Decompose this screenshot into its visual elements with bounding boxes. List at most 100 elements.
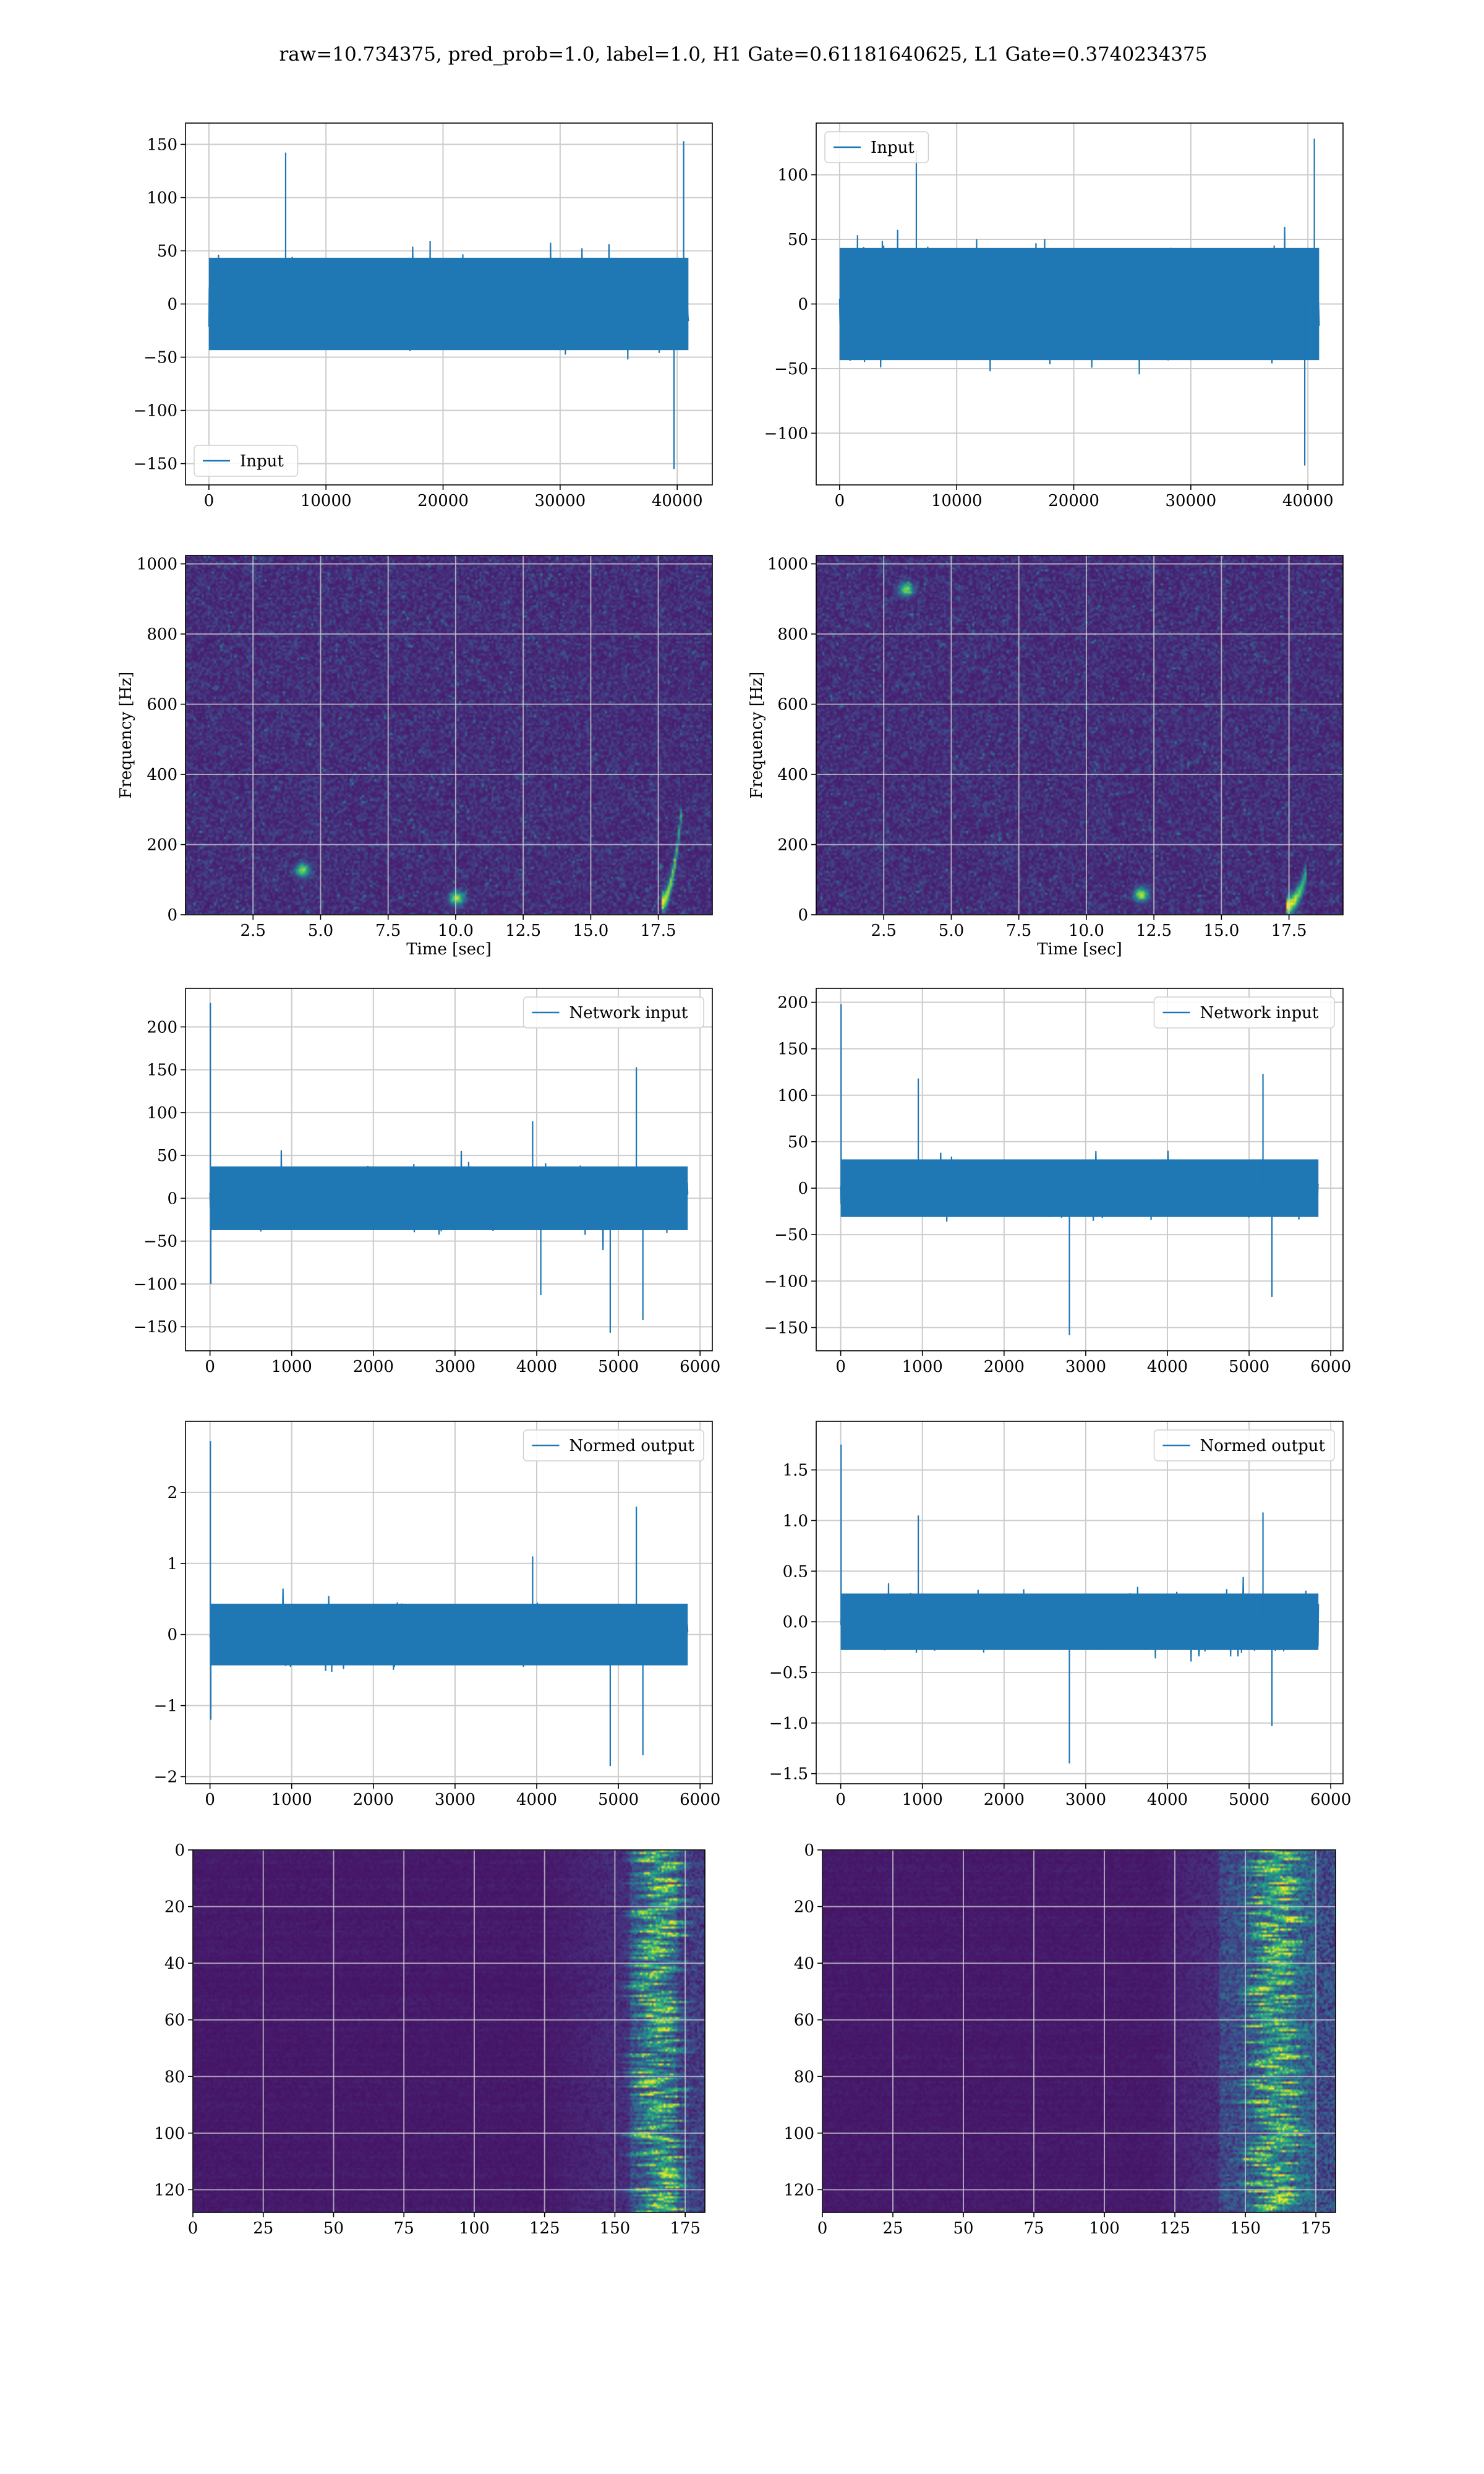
spectrogram-l1-ylabel: Frequency [Hz]: [748, 672, 766, 799]
normed-output-h1-panel: 0 1000 2000 3000 4000 5000 6000 −2 −1 0 1 2 Normed o…: [154, 1421, 720, 1809]
network-input-l1-ytick-label: −50: [774, 1226, 808, 1244]
spectrogram-l1-xtick-label: 5.0: [939, 922, 964, 940]
spectrogram-h1-grid: [186, 555, 712, 915]
spectrogram-h1-panel: 2.5 5.0 7.5 10.0 12.5 15.0 17.5 0 200 400 600 800 10…: [117, 555, 713, 959]
spectrogram-l1-image: [816, 555, 1343, 915]
network-input-l1-series-band: [840, 1159, 1319, 1217]
normed-output-h1-xtick-label: 5000: [598, 1791, 639, 1809]
network-input-l1-xtick-label: 0: [835, 1358, 846, 1376]
spectrogram-l1-xtick-label: 12.5: [1136, 922, 1172, 940]
gate-map-h1-grid: [193, 1850, 705, 2212]
spectrogram-l1-ytick-label: 0: [798, 906, 808, 925]
input-h1-xtick-label: 20000: [417, 492, 469, 510]
input-l1-panel: 0 10000 20000 30000 40000 −100 −50 0 50 100 Input: [764, 122, 1344, 510]
spectrogram-h1-ytick-label: 1000: [137, 555, 177, 574]
network-input-l1-ytick-label: 50: [788, 1133, 808, 1152]
network-input-l1-frame: [816, 988, 1344, 1351]
input-h1-xtick-label: 10000: [301, 492, 352, 510]
normed-output-l1-xtick-label: 2000: [984, 1791, 1025, 1809]
network-input-h1-xtick-label: 0: [205, 1358, 215, 1376]
network-input-h1-ytick-label: 200: [147, 1018, 177, 1037]
gate-map-l1-xtick-label: 25: [882, 2219, 903, 2238]
network-input-h1-ytick-label: 0: [167, 1189, 177, 1208]
spectrogram-l1-grid: [816, 555, 1343, 915]
input-h1-panel: 0 10000 20000 30000 40000 −150 −100 −50 0 50 100 15…: [134, 122, 713, 510]
input-l1-legend-label: Input: [871, 139, 915, 157]
spectrogram-l1-xtick-label: 7.5: [1006, 922, 1031, 940]
gate-map-l1-xtick-label: 175: [1300, 2219, 1331, 2238]
gate-map-l1-panel: 0 25 50 75 100 125 150 175 0 20 40 60 80 100 120: [783, 1841, 1336, 2238]
normed-output-h1-ytick-label: −2: [154, 1768, 177, 1787]
gate-map-l1-ytick-label: 100: [783, 2125, 814, 2143]
spectrogram-h1-image: [186, 555, 712, 915]
input-h1-xtick-label: 0: [204, 492, 215, 510]
network-input-l1-xtick-label: 2000: [984, 1358, 1025, 1376]
gate-map-h1-ytick-label: 40: [164, 1954, 185, 1973]
gate-map-h1-xtick-label: 75: [394, 2219, 414, 2238]
network-input-l1-ytick-label: −100: [764, 1272, 808, 1291]
normed-output-h1-grid: [186, 1421, 712, 1784]
spectrogram-h1-ytick-label: 800: [147, 625, 177, 644]
normed-output-l1-xtick-label: 5000: [1229, 1791, 1269, 1809]
input-l1-ytick-label: 0: [798, 296, 808, 314]
spectrogram-l1-xtick-label: 15.0: [1203, 922, 1239, 940]
network-input-h1-xtick-label: 2000: [353, 1358, 394, 1376]
gate-map-h1-xtick-label: 150: [600, 2219, 631, 2238]
network-input-h1-ytick-label: 50: [157, 1147, 177, 1165]
network-input-l1-xtick-label: 3000: [1065, 1358, 1106, 1376]
spectrogram-h1-xtick-label: 10.0: [438, 922, 474, 940]
spectrogram-l1-panel: 2.5 5.0 7.5 10.0 12.5 15.0 17.5 0 200 400 600 800 10…: [748, 555, 1344, 959]
normed-output-l1-ytick-label: 1.0: [783, 1512, 808, 1530]
network-input-h1-ytick-label: 150: [147, 1061, 177, 1080]
spectrogram-l1-ytick-label: 400: [777, 766, 808, 784]
normed-output-l1-frame: [816, 1421, 1344, 1784]
gate-map-h1-ytick-label: 20: [164, 1898, 185, 1917]
gate-map-l1-ytick-label: 0: [804, 1841, 814, 1860]
input-h1-legend-label: Input: [240, 452, 284, 471]
normed-output-h1-series-band: [210, 1603, 688, 1666]
input-h1-ytick-label: 150: [147, 135, 177, 154]
gate-map-l1-xtick-label: 0: [817, 2219, 828, 2238]
network-input-h1-panel: 0 1000 2000 3000 4000 5000 6000 −150 −100 −50 0 50 1…: [134, 988, 720, 1376]
network-input-h1-frame: [185, 988, 713, 1351]
network-input-h1-xtick-label: 1000: [271, 1358, 312, 1376]
gate-map-l1-ytick-label: 60: [794, 2011, 814, 2030]
input-l1-xtick-label: 20000: [1048, 492, 1099, 510]
normed-output-h1-xtick-label: 6000: [680, 1791, 720, 1809]
spectrogram-h1-ytick-label: 200: [147, 836, 177, 855]
gate-map-l1-xtick-label: 100: [1089, 2219, 1120, 2238]
network-input-l1-xtick-label: 1000: [902, 1358, 943, 1376]
normed-output-l1-xtick-label: 0: [835, 1791, 846, 1809]
network-input-l1-ytick-label: 100: [777, 1087, 808, 1105]
gate-map-l1-ytick-label: 120: [783, 2181, 814, 2199]
input-l1-ytick-label: −100: [764, 424, 808, 443]
normed-output-h1-ytick-label: 2: [167, 1484, 177, 1502]
spectrogram-h1-ylabel: Frequency [Hz]: [117, 672, 135, 799]
input-h1-ytick-label: 0: [167, 296, 177, 314]
normed-output-h1-xtick-label: 4000: [516, 1791, 557, 1809]
input-l1-ytick-label: 50: [788, 231, 808, 249]
normed-output-l1-ytick-label: −1.5: [769, 1765, 808, 1784]
gate-map-h1-ytick-label: 80: [164, 2068, 185, 2086]
spectrogram-l1-ytick-label: 1000: [767, 555, 808, 574]
normed-output-l1-xtick-label: 1000: [902, 1791, 943, 1809]
network-input-l1-ytick-label: 150: [777, 1040, 808, 1059]
gate-map-h1-ytick-label: 0: [174, 1841, 185, 1860]
network-input-h1-xtick-label: 6000: [680, 1358, 720, 1376]
gate-map-h1-image: [193, 1850, 705, 2212]
network-input-h1-ytick-label: 100: [147, 1104, 177, 1123]
spectrogram-l1-xtick-label: 2.5: [871, 922, 897, 940]
network-input-h1-ytick-label: −150: [134, 1318, 177, 1337]
network-input-h1-ytick-label: −100: [134, 1275, 177, 1294]
input-l1-series-band: [839, 247, 1320, 361]
normed-output-h1-xtick-label: 2000: [353, 1791, 394, 1809]
normed-output-l1-xtick-label: 3000: [1065, 1791, 1106, 1809]
normed-output-l1-series-band: [840, 1593, 1319, 1650]
network-input-h1-xtick-label: 3000: [435, 1358, 475, 1376]
normed-output-h1-ytick-label: −1: [154, 1697, 177, 1716]
network-input-l1-xtick-label: 4000: [1147, 1358, 1188, 1376]
gate-map-l1-ytick-label: 20: [794, 1898, 814, 1917]
normed-output-l1-legend-label: Normed output: [1200, 1437, 1326, 1455]
gate-map-l1-grid: [822, 1850, 1336, 2212]
normed-output-h1-xtick-label: 3000: [435, 1791, 475, 1809]
